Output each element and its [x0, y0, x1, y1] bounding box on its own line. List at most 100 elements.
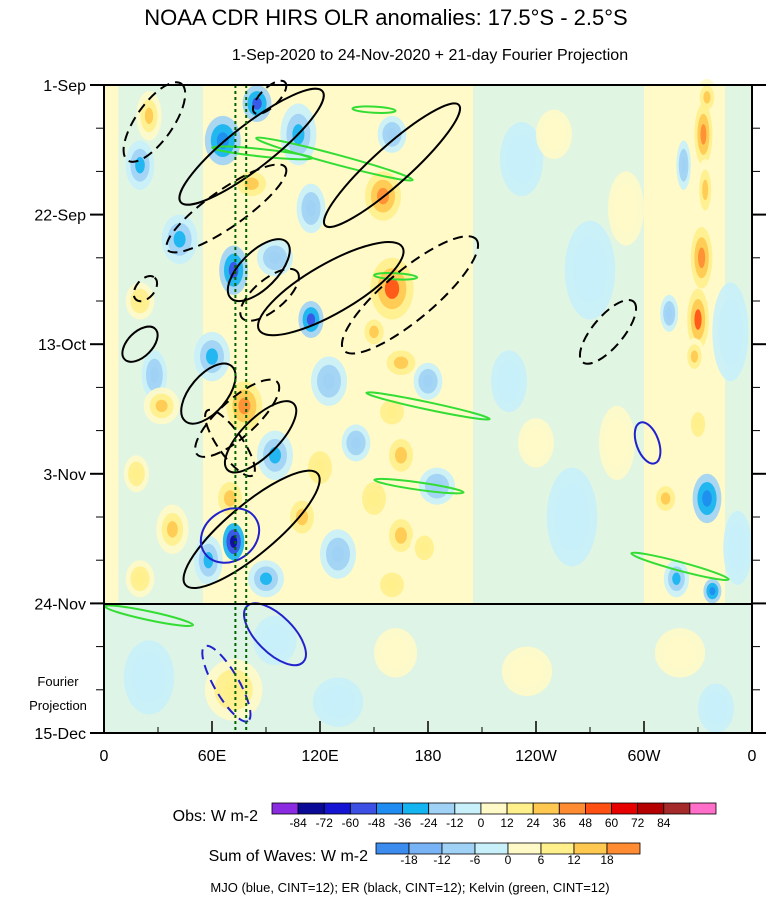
y-tick-label: 15-Dec — [34, 726, 86, 743]
olr-anomaly-blob — [369, 325, 379, 339]
chart-subtitle: 1-Sep-2020 to 24-Nov-2020 + 21-day Fouri… — [232, 47, 628, 64]
er-contour — [226, 238, 291, 303]
obs-colorbar-level-label: -12 — [446, 816, 464, 830]
obs-legend-label: Obs: W m-2 — [173, 808, 258, 825]
olr-anomaly-blob — [703, 91, 711, 104]
x-tick-label: 0 — [100, 748, 109, 765]
er-contour — [122, 81, 187, 163]
obs-colorbar-swatch — [663, 802, 691, 815]
reference-longitude-lines — [234, 85, 248, 733]
background-bands — [104, 85, 752, 733]
olr-anomaly-blob — [702, 490, 712, 507]
projection-anomaly-blob — [518, 663, 536, 680]
obs-colorbar-level-label: -24 — [420, 816, 438, 830]
er-contour — [194, 378, 281, 458]
x-axis: 0 60E 120E 180 120W 60W 0 — [100, 721, 757, 765]
olr-anomaly-blob — [206, 348, 218, 365]
projection-label-line1: Fourier — [37, 674, 79, 689]
olr-anomaly-blob — [724, 315, 737, 349]
er-contour — [121, 325, 159, 363]
er-contour — [224, 400, 298, 474]
olr-anomaly-blob — [681, 157, 686, 174]
obs-colorbar-level-label: 24 — [526, 816, 540, 830]
waves-colorbar-level-label: 0 — [505, 853, 512, 867]
olr-anomaly-blob — [132, 467, 141, 480]
olr-anomaly-blob — [386, 405, 398, 419]
olr-anomaly-blob — [660, 492, 671, 505]
olr-anomaly-blob — [423, 375, 433, 388]
obs-colorbar-level-label: -36 — [394, 816, 412, 830]
obs-colorbar-swatch — [376, 802, 403, 815]
olr-anomaly-blob — [150, 366, 159, 384]
er-contour — [251, 79, 288, 115]
olr-anomaly-blob — [224, 490, 236, 507]
obs-colorbar-level-label: 36 — [553, 816, 567, 830]
waves-colorbar-swatch — [507, 842, 542, 855]
er-contour — [578, 298, 638, 365]
er-contour — [178, 87, 325, 206]
waves-colorbar-level-label: -12 — [433, 853, 451, 867]
mjo-contour — [243, 602, 307, 667]
projection-label-line2: Projection — [29, 698, 87, 713]
obs-colorbar-swatch — [402, 802, 430, 815]
obs-colorbar-swatch — [585, 802, 612, 815]
olr-anomaly-blob — [672, 572, 681, 585]
obs-colorbar-level-label: 60 — [605, 816, 619, 830]
y-tick-label: 1-Sep — [43, 78, 86, 95]
kelvin-contour — [365, 391, 491, 421]
projection-anomaly-blob — [710, 700, 722, 717]
plot-area — [103, 78, 753, 734]
mjo-contour — [633, 421, 662, 465]
obs-colorbar-swatch — [454, 802, 482, 815]
olr-anomaly-blob — [167, 521, 178, 538]
obs-colorbar-swatch — [271, 802, 299, 815]
x-tick-label: 60E — [198, 748, 226, 765]
waves-colorbar-level-label: -18 — [400, 853, 418, 867]
olr-anomaly-blob — [694, 309, 702, 330]
obs-colorbar-swatch — [689, 802, 717, 815]
olr-anomaly-blob — [368, 490, 380, 507]
obs-colorbar-swatch — [637, 802, 665, 815]
waves-colorbar-level-label: -6 — [470, 853, 481, 867]
olr-anomaly-blob — [173, 231, 186, 248]
mjo-contour — [201, 644, 252, 723]
olr-anomaly-blob — [386, 578, 398, 592]
obs-colorbar-level-label: -60 — [342, 816, 360, 830]
olr-anomaly-blob — [269, 251, 281, 264]
obs-colorbar-swatch — [558, 802, 586, 815]
olr-anomaly-blob — [228, 261, 239, 279]
olr-anomaly-blob — [611, 430, 623, 456]
olr-anomaly-blob — [244, 177, 259, 190]
olr-anomaly-blob — [620, 196, 632, 221]
waves-legend-label: Sum of Waves: W m-2 — [209, 848, 369, 865]
olr-anomaly-blob — [393, 356, 409, 369]
olr-anomaly-blob — [252, 97, 262, 110]
olr-anomaly-blob — [709, 586, 716, 596]
olr-anomaly-blob — [503, 370, 515, 392]
obs-colorbar-swatch — [611, 802, 639, 815]
projection-anomaly-blob — [140, 665, 158, 690]
waves-colorbar-swatch — [606, 842, 641, 855]
olr-anomaly-blob — [419, 541, 430, 555]
olr-anomaly-blob — [395, 527, 407, 544]
projection-anomaly-blob — [329, 693, 347, 711]
projection-anomaly-blob — [224, 679, 244, 701]
x-tick-label: 120E — [301, 748, 338, 765]
obs-colorbar-level-label: -72 — [316, 816, 334, 830]
olr-anomaly-blob — [694, 418, 702, 431]
er-contour — [239, 267, 300, 322]
obs-colorbar-level-label: 72 — [631, 816, 645, 830]
kelvin-contour — [351, 105, 397, 114]
kelvin-contour — [211, 145, 314, 161]
er-contour — [204, 408, 256, 478]
olr-anomaly-blob — [351, 436, 361, 450]
olr-anomaly-blob — [384, 278, 400, 299]
waves-colorbar: -18 -12 -6 0 6 12 18 — [375, 842, 641, 867]
olr-anomaly-blob — [155, 399, 168, 413]
olr-anomaly-blob — [230, 535, 238, 548]
projection-background — [104, 603, 752, 733]
olr-anomaly-blob — [306, 200, 316, 217]
kelvin-contour — [373, 477, 465, 495]
waves-colorbar-level-label: 6 — [538, 853, 545, 867]
